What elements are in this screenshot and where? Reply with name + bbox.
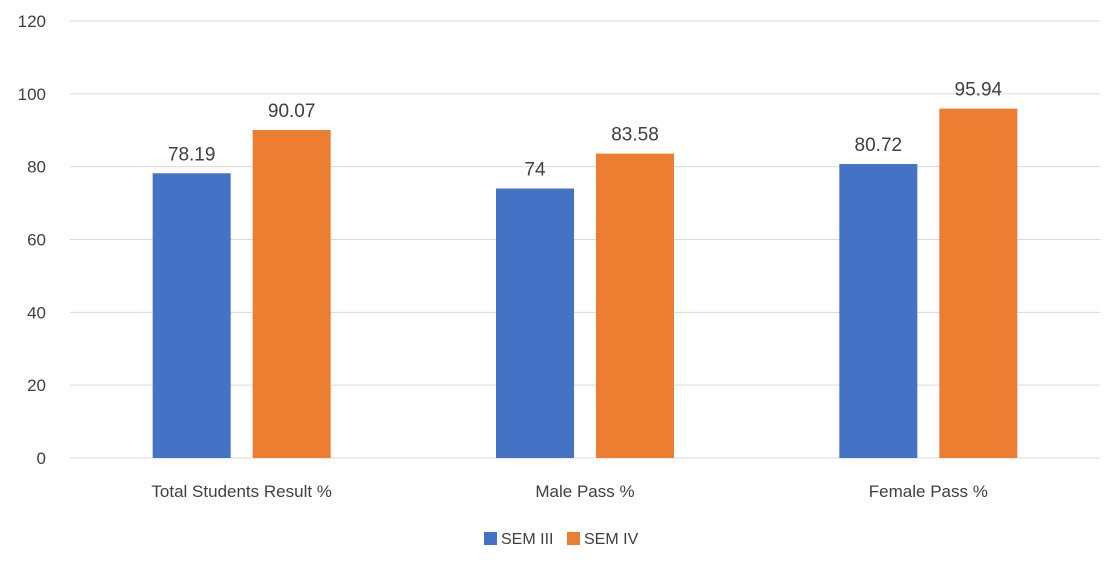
y-tick-label: 0 (37, 449, 46, 468)
bar-sem-iv-2 (939, 108, 1018, 458)
y-tick-label: 120 (18, 12, 46, 31)
legend: SEM III SEM IV (484, 531, 639, 548)
y-tick-label: 40 (27, 303, 46, 322)
bar-sem-iv-1 (596, 153, 674, 458)
data-label: 83.58 (611, 125, 659, 146)
bars (152, 108, 1018, 458)
bar-sem-iv-0 (252, 129, 331, 458)
legend-item-sem-iv: SEM IV (567, 531, 639, 548)
bar-sem-iii-2 (839, 164, 918, 458)
legend-swatch (567, 532, 580, 545)
y-tick-label: 20 (27, 376, 46, 395)
data-label: 78.19 (168, 144, 216, 165)
data-label: 80.72 (855, 135, 903, 156)
bar-sem-iii-1 (496, 188, 574, 458)
x-category-label: Male Pass % (535, 482, 634, 501)
data-label: 74 (524, 160, 546, 181)
legend-label: SEM III (501, 531, 553, 548)
y-axis-ticks: 0 20 40 60 80 100 120 (18, 12, 46, 468)
bar-sem-iii-0 (152, 173, 231, 458)
data-label: 95.94 (955, 80, 1003, 101)
y-tick-label: 60 (27, 231, 46, 250)
legend-label: SEM IV (584, 531, 639, 548)
y-tick-label: 80 (27, 158, 46, 177)
data-labels: 78.19 90.07 74 83.58 80.72 95.94 (168, 80, 1003, 181)
legend-item-sem-iii: SEM III (484, 531, 553, 548)
x-category-label: Female Pass % (869, 482, 988, 501)
x-axis-categories: Total Students Result % Male Pass % Female… (151, 482, 987, 501)
legend-swatch (484, 532, 497, 545)
gridlines (70, 20, 1100, 459)
data-label: 90.07 (268, 101, 316, 122)
y-tick-label: 100 (18, 85, 46, 104)
x-category-label: Total Students Result % (151, 482, 331, 501)
